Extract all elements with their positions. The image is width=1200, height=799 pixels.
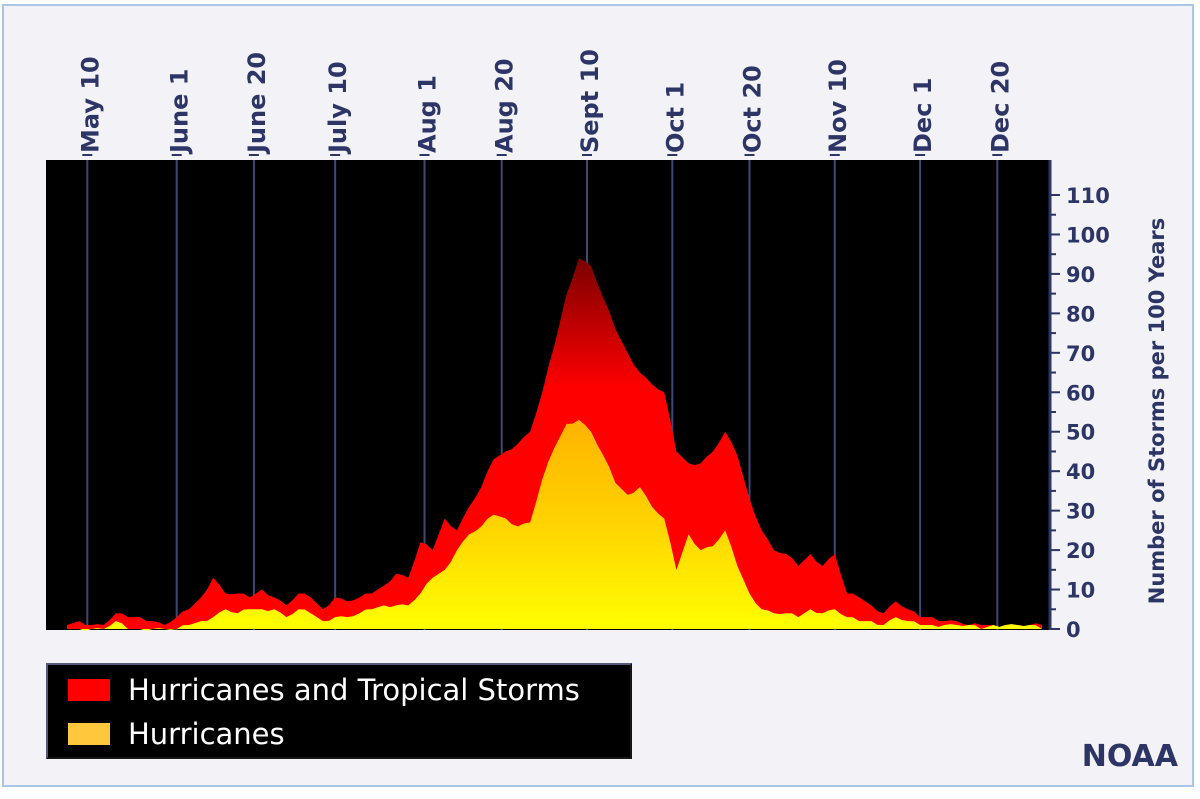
x-tick-label-5: Aug 20 xyxy=(491,58,519,153)
y-tick-label-9: 90 xyxy=(1066,263,1095,287)
y-tick-label-0: 0 xyxy=(1066,618,1081,642)
y-tick-label-7: 70 xyxy=(1066,342,1095,366)
area-series xyxy=(67,258,1042,631)
legend-label-tropical: Hurricanes and Tropical Storms xyxy=(128,673,580,707)
y-tick-label-3: 30 xyxy=(1066,500,1095,524)
y-tick-label-2: 20 xyxy=(1066,539,1095,563)
noaa-credit: NOAA xyxy=(1081,739,1178,774)
legend-swatch-hurricanes xyxy=(68,723,110,745)
y-tick-label-4: 40 xyxy=(1066,460,1095,484)
x-tick-label-0: May 10 xyxy=(76,56,104,153)
y-axis-title: Number of Storms per 100 Years xyxy=(1145,218,1169,605)
y-tick-label-11: 110 xyxy=(1066,184,1110,208)
chart-frame: May 10 June 1 June 20 July 10 Aug 1 Aug 20 Sep… xyxy=(2,4,1194,787)
storm-frequency-chart: May 10 June 1 June 20 July 10 Aug 1 Aug 20 Sep… xyxy=(46,49,1169,642)
x-tick-label-8: Oct 20 xyxy=(739,65,767,153)
legend-item-tropical: Hurricanes and Tropical Storms xyxy=(68,673,580,707)
x-tick-label-3: July 10 xyxy=(324,61,352,155)
y-tick-label-8: 80 xyxy=(1066,302,1095,326)
x-tick-label-2: June 20 xyxy=(243,52,271,155)
x-tick-label-1: June 1 xyxy=(166,69,194,155)
legend-label-hurricanes: Hurricanes xyxy=(128,717,285,751)
x-axis: May 10 June 1 June 20 July 10 Aug 1 Aug 20 Sep… xyxy=(76,49,1014,156)
x-tick-label-10: Dec 1 xyxy=(909,78,937,153)
x-tick-label-7: Oct 1 xyxy=(661,82,689,153)
legend: Hurricanes and Tropical Storms Hurricane… xyxy=(46,663,632,759)
legend-item-hurricanes: Hurricanes xyxy=(68,717,285,751)
y-tick-label-5: 50 xyxy=(1066,421,1095,445)
y-tick-label-6: 60 xyxy=(1066,381,1095,405)
x-tick-label-6: Sept 10 xyxy=(576,49,604,153)
legend-swatch-tropical xyxy=(68,679,110,701)
area-series-hurricanes xyxy=(67,419,1042,631)
y-tick-label-1: 10 xyxy=(1066,579,1095,603)
x-tick-label-9: Nov 10 xyxy=(824,59,852,153)
y-tick-label-10: 100 xyxy=(1066,223,1110,247)
x-tick-label-4: Aug 1 xyxy=(414,75,442,153)
grid-lines xyxy=(86,160,999,630)
x-tick-label-11: Dec 20 xyxy=(986,61,1014,153)
area-series-tropical xyxy=(67,258,1042,629)
y-axis: 0 10 20 30 40 50 60 70 80 90 100 110 xyxy=(1048,160,1110,642)
